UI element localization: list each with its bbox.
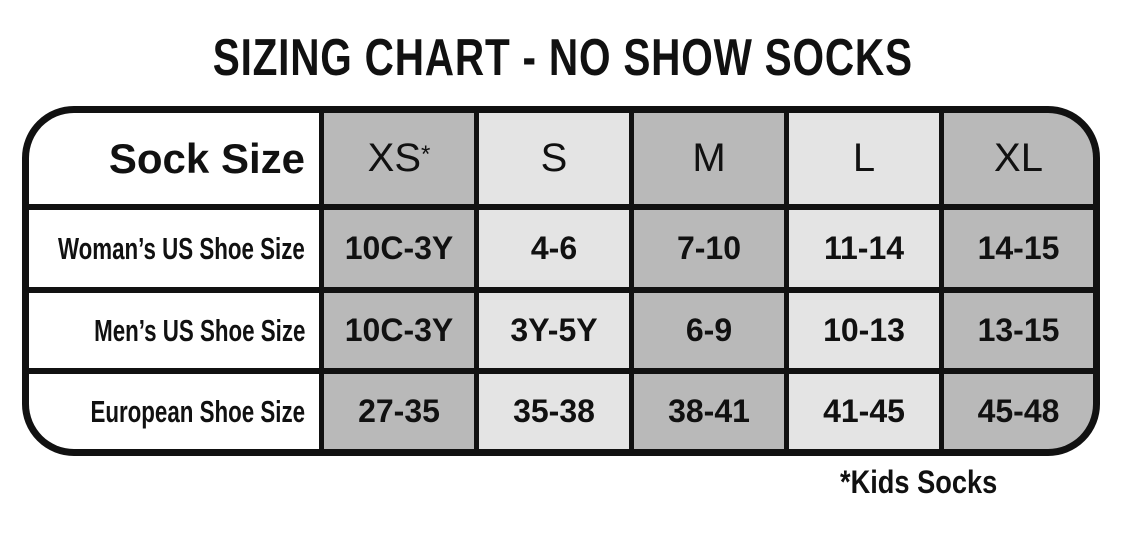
header-label: Sock Size [29,113,319,204]
table-cell: 11-14 [789,210,939,287]
table-cell: 14-15 [944,210,1093,287]
row-label-mens: Men’s US Shoe Size [29,293,319,368]
table-cell: 27-35 [324,374,474,449]
size-header-xl: XL [944,113,1093,204]
table-cell: 7-10 [634,210,784,287]
table-cell: 10C-3Y [324,293,474,368]
size-header-l: L [789,113,939,204]
table-cell: 3Y-5Y [479,293,629,368]
row-label-text: Men’s US Shoe Size [93,312,305,348]
size-header-m: M [634,113,784,204]
size-xs-text: XS [367,136,421,180]
page-title: SIZING CHART - NO SHOW SOCKS [0,28,1125,88]
table-cell: 6-9 [634,293,784,368]
table-cell: 4-6 [479,210,629,287]
row-label-text: Woman’s US Shoe Size [58,230,305,266]
table-cell: 10-13 [789,293,939,368]
row-label-text: European Shoe Size [90,393,305,429]
table-cell: 38-41 [634,374,784,449]
table-cell: 41-45 [789,374,939,449]
footnote: *Kids Socks [840,464,1025,501]
size-header-s: S [479,113,629,204]
table-cell: 45-48 [944,374,1093,449]
table-cell: 10C-3Y [324,210,474,287]
row-label-european: European Shoe Size [29,374,319,449]
title-text: SIZING CHART - NO SHOW SOCKS [212,29,913,87]
footnote-text: *Kids Socks [840,464,998,500]
table-cell: 35-38 [479,374,629,449]
row-label-womens: Woman’s US Shoe Size [29,210,319,287]
table-cell: 13-15 [944,293,1093,368]
sizing-table: Sock Size XS * S M L XL Woman’s US Shoe S… [22,106,1100,456]
size-header-xs: XS * [324,113,474,204]
kids-marker: * [421,140,431,168]
header-label-text: Sock Size [108,134,305,182]
